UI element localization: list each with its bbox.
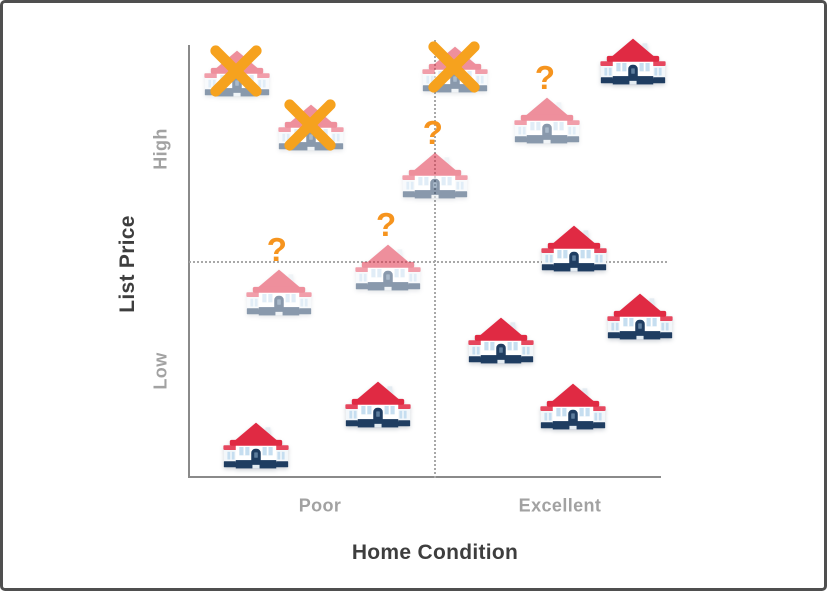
house-icon (402, 152, 468, 202)
house-crossed-out (204, 50, 270, 100)
house-listing (223, 422, 289, 472)
x-tick-poor: Poor (298, 495, 342, 516)
house-questionable: ? (246, 231, 312, 319)
question-mark-icon: ? (375, 205, 397, 243)
x-mark-icon (425, 38, 483, 96)
house-listing (468, 317, 534, 367)
x-mark-icon (207, 42, 265, 100)
house-listing (345, 381, 411, 431)
house-listing (607, 293, 673, 343)
house-listing (600, 38, 666, 88)
vertical-midline (434, 40, 436, 478)
question-mark-icon: ? (422, 114, 443, 152)
house-icon (541, 225, 607, 275)
house-questionable: ? (402, 114, 468, 202)
question-mark-icon: ? (534, 59, 556, 97)
house-icon (345, 381, 411, 431)
house-icon (355, 244, 421, 294)
y-tick-high: High (150, 128, 171, 170)
house-questionable: ? (514, 59, 580, 147)
house-icon (223, 422, 289, 472)
x-mark-icon (281, 96, 339, 154)
house-listing (540, 383, 606, 433)
house-icon (468, 317, 534, 367)
y-axis-title: List Price (116, 215, 139, 313)
house-icon (514, 97, 580, 147)
y-tick-low: Low (150, 352, 171, 390)
house-crossed-out (278, 104, 344, 154)
house-listing (541, 225, 607, 275)
question-mark-icon: ? (266, 230, 287, 268)
x-axis-title: Home Condition (351, 541, 519, 564)
house-questionable: ? (355, 206, 421, 294)
horizontal-midline (189, 261, 667, 263)
house-icon (600, 38, 666, 88)
x-tick-excellent: Excellent (518, 495, 602, 516)
house-icon (607, 293, 673, 343)
house-icon (246, 269, 312, 319)
house-crossed-out (422, 46, 488, 96)
house-icon (540, 383, 606, 433)
